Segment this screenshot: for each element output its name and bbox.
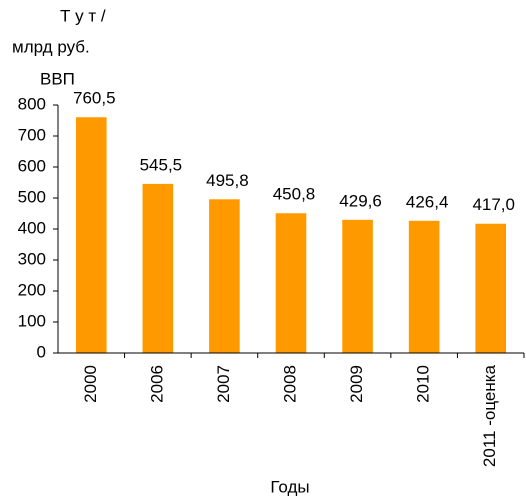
- y-axis-title: Т у т /: [60, 6, 106, 25]
- x-tick-label: 2011 -оценка: [480, 364, 499, 467]
- y-tick-label: 300: [18, 249, 46, 268]
- y-axis-title: ВВП: [40, 69, 75, 88]
- bar: [342, 219, 373, 353]
- value-label: 417,0: [472, 195, 515, 214]
- value-label: 495,8: [206, 171, 249, 190]
- y-tick-label: 500: [18, 187, 46, 206]
- value-label: 429,6: [339, 191, 382, 210]
- y-tick-label: 600: [18, 156, 46, 175]
- x-tick-label: 2007: [214, 365, 233, 403]
- x-tick-label: 2009: [347, 365, 366, 403]
- bar: [475, 223, 507, 353]
- y-tick-label: 700: [18, 125, 46, 144]
- value-label: 760,5: [73, 89, 116, 108]
- value-label: 426,4: [406, 192, 449, 211]
- bar: [75, 117, 107, 354]
- bar: [209, 199, 240, 353]
- x-tick-label: 2008: [280, 365, 299, 403]
- y-tick-label: 100: [18, 311, 46, 330]
- x-axis-title: Годы: [270, 477, 309, 496]
- x-tick-label: 2000: [81, 365, 100, 403]
- bar: [408, 220, 440, 353]
- x-tick-label: 2010: [414, 365, 433, 403]
- y-tick-label: 800: [18, 94, 46, 113]
- y-axis-title: млрд руб.: [12, 37, 90, 56]
- bar: [275, 213, 307, 353]
- y-tick-label: 200: [18, 280, 46, 299]
- y-tick-label: 0: [37, 342, 46, 361]
- x-tick-label: 2006: [147, 365, 166, 403]
- value-label: 545,5: [140, 155, 183, 174]
- value-label: 450,8: [273, 185, 316, 204]
- y-tick-label: 400: [18, 218, 46, 237]
- bar: [142, 183, 174, 353]
